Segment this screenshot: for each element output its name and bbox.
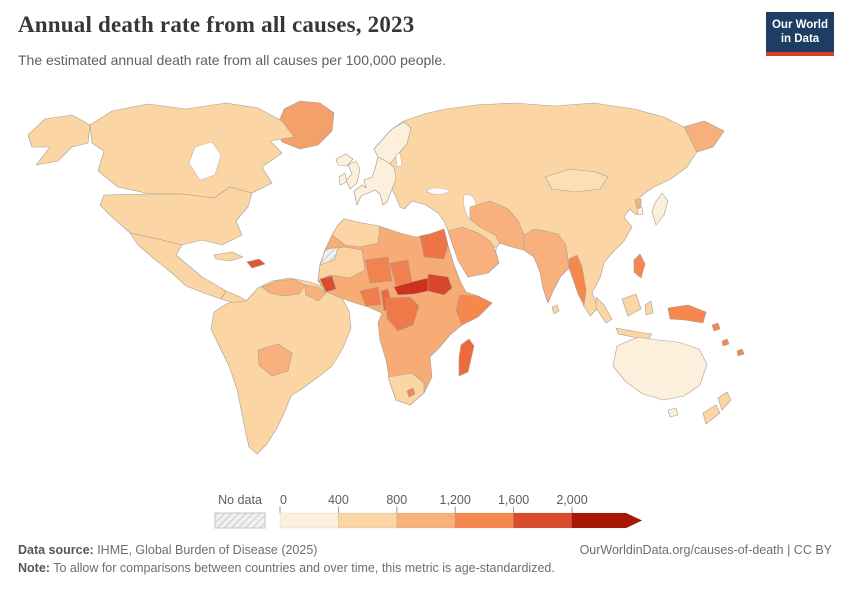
legend-tick-label-1,200: 1,200 xyxy=(440,493,471,507)
region-venezuela[interactable] xyxy=(261,278,306,297)
legend-tick-label-2,000: 2,000 xyxy=(556,493,587,507)
region-south-korea[interactable] xyxy=(636,206,644,216)
note-line: Note: To allow for comparisons between c… xyxy=(18,561,555,575)
legend-no-data-swatch[interactable] xyxy=(214,512,266,529)
region-western-europe[interactable] xyxy=(353,156,397,206)
region-solomon-islands[interactable] xyxy=(711,322,721,332)
region-central-african-republic[interactable] xyxy=(393,277,429,296)
legend-tick-label-1,600: 1,600 xyxy=(498,493,529,507)
region-algeria[interactable] xyxy=(331,218,381,248)
region-southern-africa[interactable] xyxy=(387,372,425,406)
data-source-text: IHME, Global Burden of Disease (2025) xyxy=(93,543,318,557)
region-somalia[interactable] xyxy=(455,294,493,326)
legend-bin-2,000+[interactable] xyxy=(571,512,643,529)
region-guyana-suriname[interactable] xyxy=(304,284,327,302)
region-usa[interactable] xyxy=(99,186,253,246)
region-cuba[interactable] xyxy=(213,251,244,262)
region-western-sahara[interactable] xyxy=(319,246,339,266)
owid-logo[interactable]: Our World in Data xyxy=(766,12,834,56)
attribution-link[interactable]: OurWorldinData.org/causes-of-death | CC … xyxy=(579,543,832,557)
legend-bin-800–1,200[interactable] xyxy=(396,512,456,529)
region-vanuatu[interactable] xyxy=(721,338,730,347)
region-eurasia[interactable] xyxy=(353,102,725,317)
footer: Data source: IHME, Global Burden of Dise… xyxy=(0,543,850,575)
page-title: Annual death rate from all causes, 2023 xyxy=(18,12,415,37)
region-australia[interactable] xyxy=(612,336,708,401)
region-ireland[interactable] xyxy=(338,172,348,186)
region-philippines[interactable] xyxy=(633,253,646,279)
region-alaska[interactable] xyxy=(27,114,91,166)
region-canada[interactable] xyxy=(89,102,295,199)
note-text: To allow for comparisons between countri… xyxy=(49,561,555,575)
region-tasmania[interactable] xyxy=(667,407,679,418)
data-source-line: Data source: IHME, Global Burden of Dise… xyxy=(18,543,317,557)
region-baltic-sea xyxy=(395,152,403,168)
region-java[interactable] xyxy=(615,327,653,341)
region-new-guinea[interactable] xyxy=(667,304,707,324)
region-sulawesi[interactable] xyxy=(644,300,654,316)
legend-tick-label-400: 400 xyxy=(328,493,349,507)
region-black-sea xyxy=(425,187,451,195)
region-lesotho[interactable] xyxy=(406,387,416,398)
region-hudson-bay xyxy=(188,141,222,181)
legend-bin-1,200–1,600[interactable] xyxy=(454,512,514,529)
region-iceland[interactable] xyxy=(335,153,354,167)
region-nigeria[interactable] xyxy=(359,286,382,307)
region-hispaniola[interactable] xyxy=(246,258,266,269)
region-borneo[interactable] xyxy=(621,293,642,317)
legend-bin-0–400[interactable] xyxy=(279,512,339,529)
world-choropleth-map xyxy=(27,100,745,455)
region-myanmar[interactable] xyxy=(568,254,587,306)
region-central-asia[interactable] xyxy=(469,200,525,251)
region-madagascar[interactable] xyxy=(458,338,475,377)
note-label: Note: xyxy=(18,561,50,575)
region-niger[interactable] xyxy=(364,256,393,284)
data-source-label: Data source: xyxy=(18,543,94,557)
region-new-zealand[interactable] xyxy=(702,391,732,425)
region-japan[interactable] xyxy=(651,192,669,226)
legend-bin-400–800[interactable] xyxy=(338,512,398,529)
owid-logo-line2: in Data xyxy=(780,33,820,46)
page-subtitle: The estimated annual death rate from all… xyxy=(18,52,447,68)
legend-bin-1,600–2,000[interactable] xyxy=(513,512,573,529)
region-bolivia-paraguay[interactable] xyxy=(257,343,293,377)
owid-logo-line1: Our World xyxy=(771,19,828,31)
region-uk[interactable] xyxy=(345,160,361,190)
region-sri-lanka[interactable] xyxy=(551,304,560,315)
region-arabia[interactable] xyxy=(447,226,500,278)
region-guinea-sierra-leone[interactable] xyxy=(319,275,337,293)
region-fiji[interactable] xyxy=(736,348,745,357)
region-egypt[interactable] xyxy=(419,228,449,260)
legend-no-data-label: No data xyxy=(218,493,262,507)
region-india[interactable] xyxy=(523,228,570,304)
region-sumatra[interactable] xyxy=(595,296,613,324)
map-legend: No data 0 400 800 1,200 1,600 2,000 xyxy=(214,493,643,529)
region-drc[interactable] xyxy=(385,296,420,332)
legend-tick-label-0: 0 xyxy=(280,493,287,507)
region-mongolia[interactable] xyxy=(544,168,609,193)
region-north-korea[interactable] xyxy=(634,198,642,209)
legend-tick-label-800: 800 xyxy=(386,493,407,507)
region-chukotka[interactable] xyxy=(683,120,725,153)
